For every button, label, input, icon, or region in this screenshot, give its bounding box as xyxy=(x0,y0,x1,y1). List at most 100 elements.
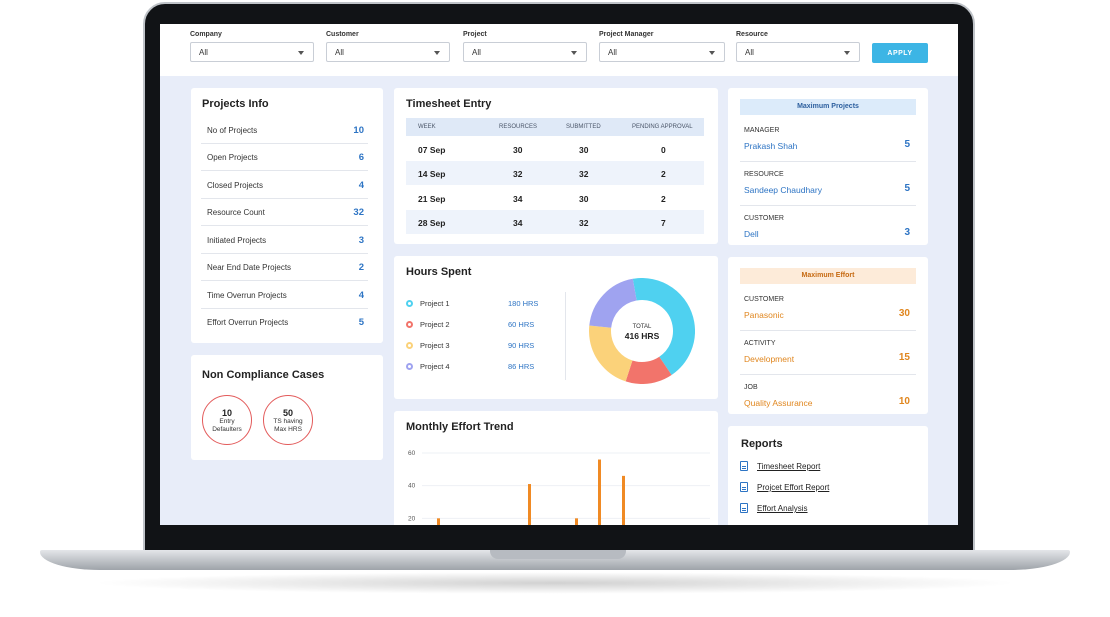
apply-button[interactable]: APPLY xyxy=(872,43,928,63)
list-item[interactable]: Effort Overrun Projects 5 xyxy=(201,309,368,336)
list-item[interactable]: Near End Date Projects 2 xyxy=(201,254,368,281)
chart-bar[interactable] xyxy=(528,484,531,525)
table-row[interactable]: 14 Sep 32 32 2 xyxy=(406,161,704,185)
row-name: Dell xyxy=(744,229,759,239)
row-value: 10 xyxy=(353,125,364,136)
timesheet-report-link[interactable]: Timesheet Report xyxy=(757,462,821,471)
legend-dot-icon xyxy=(406,342,413,349)
row-category: ACTIVITY xyxy=(744,340,776,347)
list-item[interactable]: Resource Count 32 xyxy=(201,199,368,226)
list-item[interactable]: JOB Quality Assurance 10 xyxy=(740,375,916,419)
select-value: All xyxy=(472,48,481,57)
hours-spent-card: Hours Spent Project 1 180 HRS Project 2 … xyxy=(394,256,718,399)
row-value: 6 xyxy=(358,152,364,163)
table-row[interactable]: 21 Sep 34 30 2 xyxy=(406,186,704,210)
row-label: Near End Date Projects xyxy=(207,263,292,272)
row-category: RESOURCE xyxy=(744,171,784,178)
maximum-projects-card: Maximum Projects MANAGER Prakash Shah 5 … xyxy=(728,88,928,245)
project-manager-select[interactable]: All xyxy=(599,42,725,62)
caret-down-icon xyxy=(844,51,850,55)
select-value: All xyxy=(608,48,617,57)
laptop-notch xyxy=(490,550,626,559)
dashboard-screen: Company All Customer All Project All Pro… xyxy=(160,24,958,525)
maximum-projects-banner: Maximum Projects xyxy=(740,99,916,115)
select-value: All xyxy=(335,48,344,57)
filter-label: Company xyxy=(190,31,222,38)
table-cell: 2 xyxy=(661,169,666,179)
row-value: 2 xyxy=(358,262,364,273)
filter-project: Project All xyxy=(463,31,587,62)
project-select[interactable]: All xyxy=(463,42,587,62)
row-label: Effort Overrun Projects xyxy=(207,318,289,327)
resource-select[interactable]: All xyxy=(736,42,860,62)
table-header: WEEK RESOURCES SUBMITTED PENDING APPROVA… xyxy=(406,118,704,136)
legend-label: Project 3 xyxy=(420,341,450,350)
card-title: Monthly Effort Trend xyxy=(406,421,514,433)
filter-label: Resource xyxy=(736,31,768,38)
row-category: CUSTOMER xyxy=(744,215,784,222)
maximum-effort-banner: Maximum Effort xyxy=(740,268,916,284)
customer-select[interactable]: All xyxy=(326,42,450,62)
effort-analysis-link[interactable]: Effort Analysis xyxy=(757,504,808,513)
row-category: JOB xyxy=(744,384,758,391)
column-header: WEEK xyxy=(418,124,436,130)
legend-label: Project 2 xyxy=(420,320,450,329)
column-header: PENDING APPROVAL xyxy=(632,124,693,130)
card-title: Timesheet Entry xyxy=(406,98,492,110)
company-select[interactable]: All xyxy=(190,42,314,62)
circle-label: Entry xyxy=(219,418,235,425)
row-label: Initiated Projects xyxy=(207,236,267,245)
legend-dot-icon xyxy=(406,321,413,328)
row-value: 5 xyxy=(358,317,364,328)
table-cell: 34 xyxy=(513,218,523,228)
card-title: Hours Spent xyxy=(406,266,472,278)
non-compliance-card: Non Compliance Cases 10 Entry Defaulters… xyxy=(191,355,383,460)
table-row[interactable]: 07 Sep 30 30 0 xyxy=(406,137,704,161)
row-value: 32 xyxy=(353,207,364,218)
circle-label: Max HRS xyxy=(274,426,302,433)
row-name: Panasonic xyxy=(744,310,784,320)
list-item[interactable]: MANAGER Prakash Shah 5 xyxy=(740,118,916,162)
list-item[interactable]: Time Overrun Projects 4 xyxy=(201,282,368,309)
chart-bar[interactable] xyxy=(437,518,440,525)
filter-bar: Company All Customer All Project All Pro… xyxy=(160,24,958,76)
list-item[interactable]: CUSTOMER Panasonic 30 xyxy=(740,287,916,331)
row-value: 30 xyxy=(898,308,910,319)
row-value: 5 xyxy=(904,183,910,194)
legend-value: 86 HRS xyxy=(508,362,535,371)
table-row[interactable]: 28 Sep 34 32 7 xyxy=(406,210,704,234)
laptop-base xyxy=(40,550,1070,570)
table-cell: 30 xyxy=(579,194,589,204)
row-value: 5 xyxy=(904,139,910,150)
donut-slice-2[interactable] xyxy=(589,278,695,384)
project-effort-report-link[interactable]: Projcet Effort Report xyxy=(757,483,830,492)
list-item[interactable]: No of Projects 10 xyxy=(201,117,368,144)
row-label: Resource Count xyxy=(207,208,265,217)
table-cell: 32 xyxy=(579,218,589,228)
list-item[interactable]: RESOURCE Sandeep Chaudhary 5 xyxy=(740,162,916,206)
table-cell: 0 xyxy=(661,145,666,155)
row-label: Time Overrun Projects xyxy=(207,291,287,300)
filter-company: Company All xyxy=(190,31,314,62)
entry-defaulters-circle[interactable]: 10 Entry Defaulters xyxy=(202,395,252,445)
chart-bar[interactable] xyxy=(575,518,578,525)
legend-label: Project 4 xyxy=(420,362,450,371)
chart-bar[interactable] xyxy=(598,459,601,525)
y-tick-label: 40 xyxy=(408,483,416,490)
donut-slice-3[interactable] xyxy=(589,278,695,384)
row-category: MANAGER xyxy=(744,127,780,134)
ts-max-hrs-circle[interactable]: 50 TS having Max HRS xyxy=(263,395,313,445)
legend-value: 180 HRS xyxy=(508,299,539,308)
list-item[interactable]: Closed Projects 4 xyxy=(201,172,368,199)
table-cell: 28 Sep xyxy=(418,218,446,228)
list-item[interactable]: Open Projects 6 xyxy=(201,144,368,171)
caret-down-icon xyxy=(571,51,577,55)
circle-value: 10 xyxy=(221,408,232,418)
donut-slice-1[interactable] xyxy=(589,278,695,384)
table-cell: 30 xyxy=(579,145,589,155)
list-item[interactable]: Initiated Projects 3 xyxy=(201,227,368,254)
chart-bar[interactable] xyxy=(622,475,625,525)
y-tick-label: 60 xyxy=(408,450,416,457)
list-item[interactable]: ACTIVITY Development 15 xyxy=(740,331,916,375)
list-item[interactable]: CUSTOMER Dell 3 xyxy=(740,206,916,250)
